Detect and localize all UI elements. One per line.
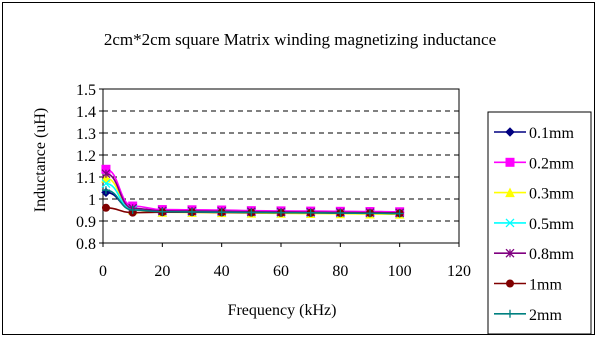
legend-marker — [506, 279, 514, 288]
x-tick-label: 80 — [332, 263, 348, 280]
data-point — [101, 203, 110, 212]
x-tick-label: 100 — [388, 263, 412, 280]
y-tick-label: 1.2 — [76, 148, 96, 165]
legend: 0.1mm 0.2mm 0.3mm 0.5mm 0.8mm 1mm 2mm — [494, 125, 574, 324]
legend-marker — [505, 187, 515, 198]
data-point — [101, 186, 110, 195]
data-point — [188, 207, 196, 216]
y-tick-label: 1 — [88, 192, 96, 209]
data-point — [217, 208, 226, 217]
data-point — [101, 179, 111, 189]
legend-label: 0.3mm — [529, 186, 574, 203]
legend-label: 1mm — [529, 277, 562, 294]
data-point — [158, 207, 167, 216]
data-point — [101, 169, 111, 179]
legend-item-2mm: 2mm — [494, 307, 562, 324]
series-2mm — [101, 186, 404, 218]
legend-item-1mm: 1mm — [494, 277, 562, 294]
y-tick-label: 0.9 — [76, 214, 96, 231]
legend-marker — [505, 218, 515, 228]
y-axis-label: Inductance (uH) — [32, 108, 49, 212]
x-tick-label: 20 — [154, 263, 170, 280]
legend-marker — [505, 157, 515, 167]
data-point — [277, 208, 285, 217]
x-tick-label: 120 — [447, 263, 471, 280]
y-tick-label: 1.1 — [76, 170, 96, 187]
data-point — [128, 206, 137, 214]
data-point — [395, 209, 404, 218]
legend-item-0.8mm: 0.8mm — [494, 246, 574, 263]
legend-label: 0.1mm — [529, 125, 574, 142]
x-axis-label: Frequency (kHz) — [228, 302, 337, 319]
legend-label: 0.8mm — [529, 246, 574, 263]
y-axis-ticks: 0.8 0.9 1 1.1 1.2 1.3 1.4 1.5 — [76, 82, 103, 253]
x-tick-label: 40 — [214, 263, 230, 280]
y-tick-label: 1.5 — [76, 82, 96, 99]
x-tick-label: 0 — [99, 263, 107, 280]
data-point — [101, 172, 111, 183]
x-tick-label: 60 — [273, 263, 289, 280]
chart-title: 2cm*2cm square Matrix winding magnetizin… — [104, 30, 496, 49]
y-tick-label: 1.4 — [76, 104, 96, 121]
y-tick-label: 0.8 — [76, 236, 96, 253]
legend-label: 0.5mm — [529, 216, 574, 233]
y-tick-label: 1.3 — [76, 126, 96, 143]
data-point — [247, 208, 256, 217]
data-point — [306, 208, 315, 217]
data-point — [366, 209, 374, 218]
legend-label: 2mm — [529, 307, 562, 324]
legend-marker — [505, 127, 515, 137]
series-group — [101, 164, 405, 219]
legend-marker — [506, 309, 514, 318]
legend-label: 0.2mm — [529, 155, 574, 172]
legend-item-0.3mm: 0.3mm — [494, 186, 574, 203]
legend-item-0.5mm: 0.5mm — [494, 216, 574, 233]
x-axis-ticks: 0 20 40 60 80 100 120 — [99, 243, 471, 280]
legend-item-0.1mm: 0.1mm — [494, 125, 574, 142]
legend-marker — [505, 248, 515, 258]
data-point — [336, 209, 345, 218]
legend-item-0.2mm: 0.2mm — [494, 155, 574, 172]
